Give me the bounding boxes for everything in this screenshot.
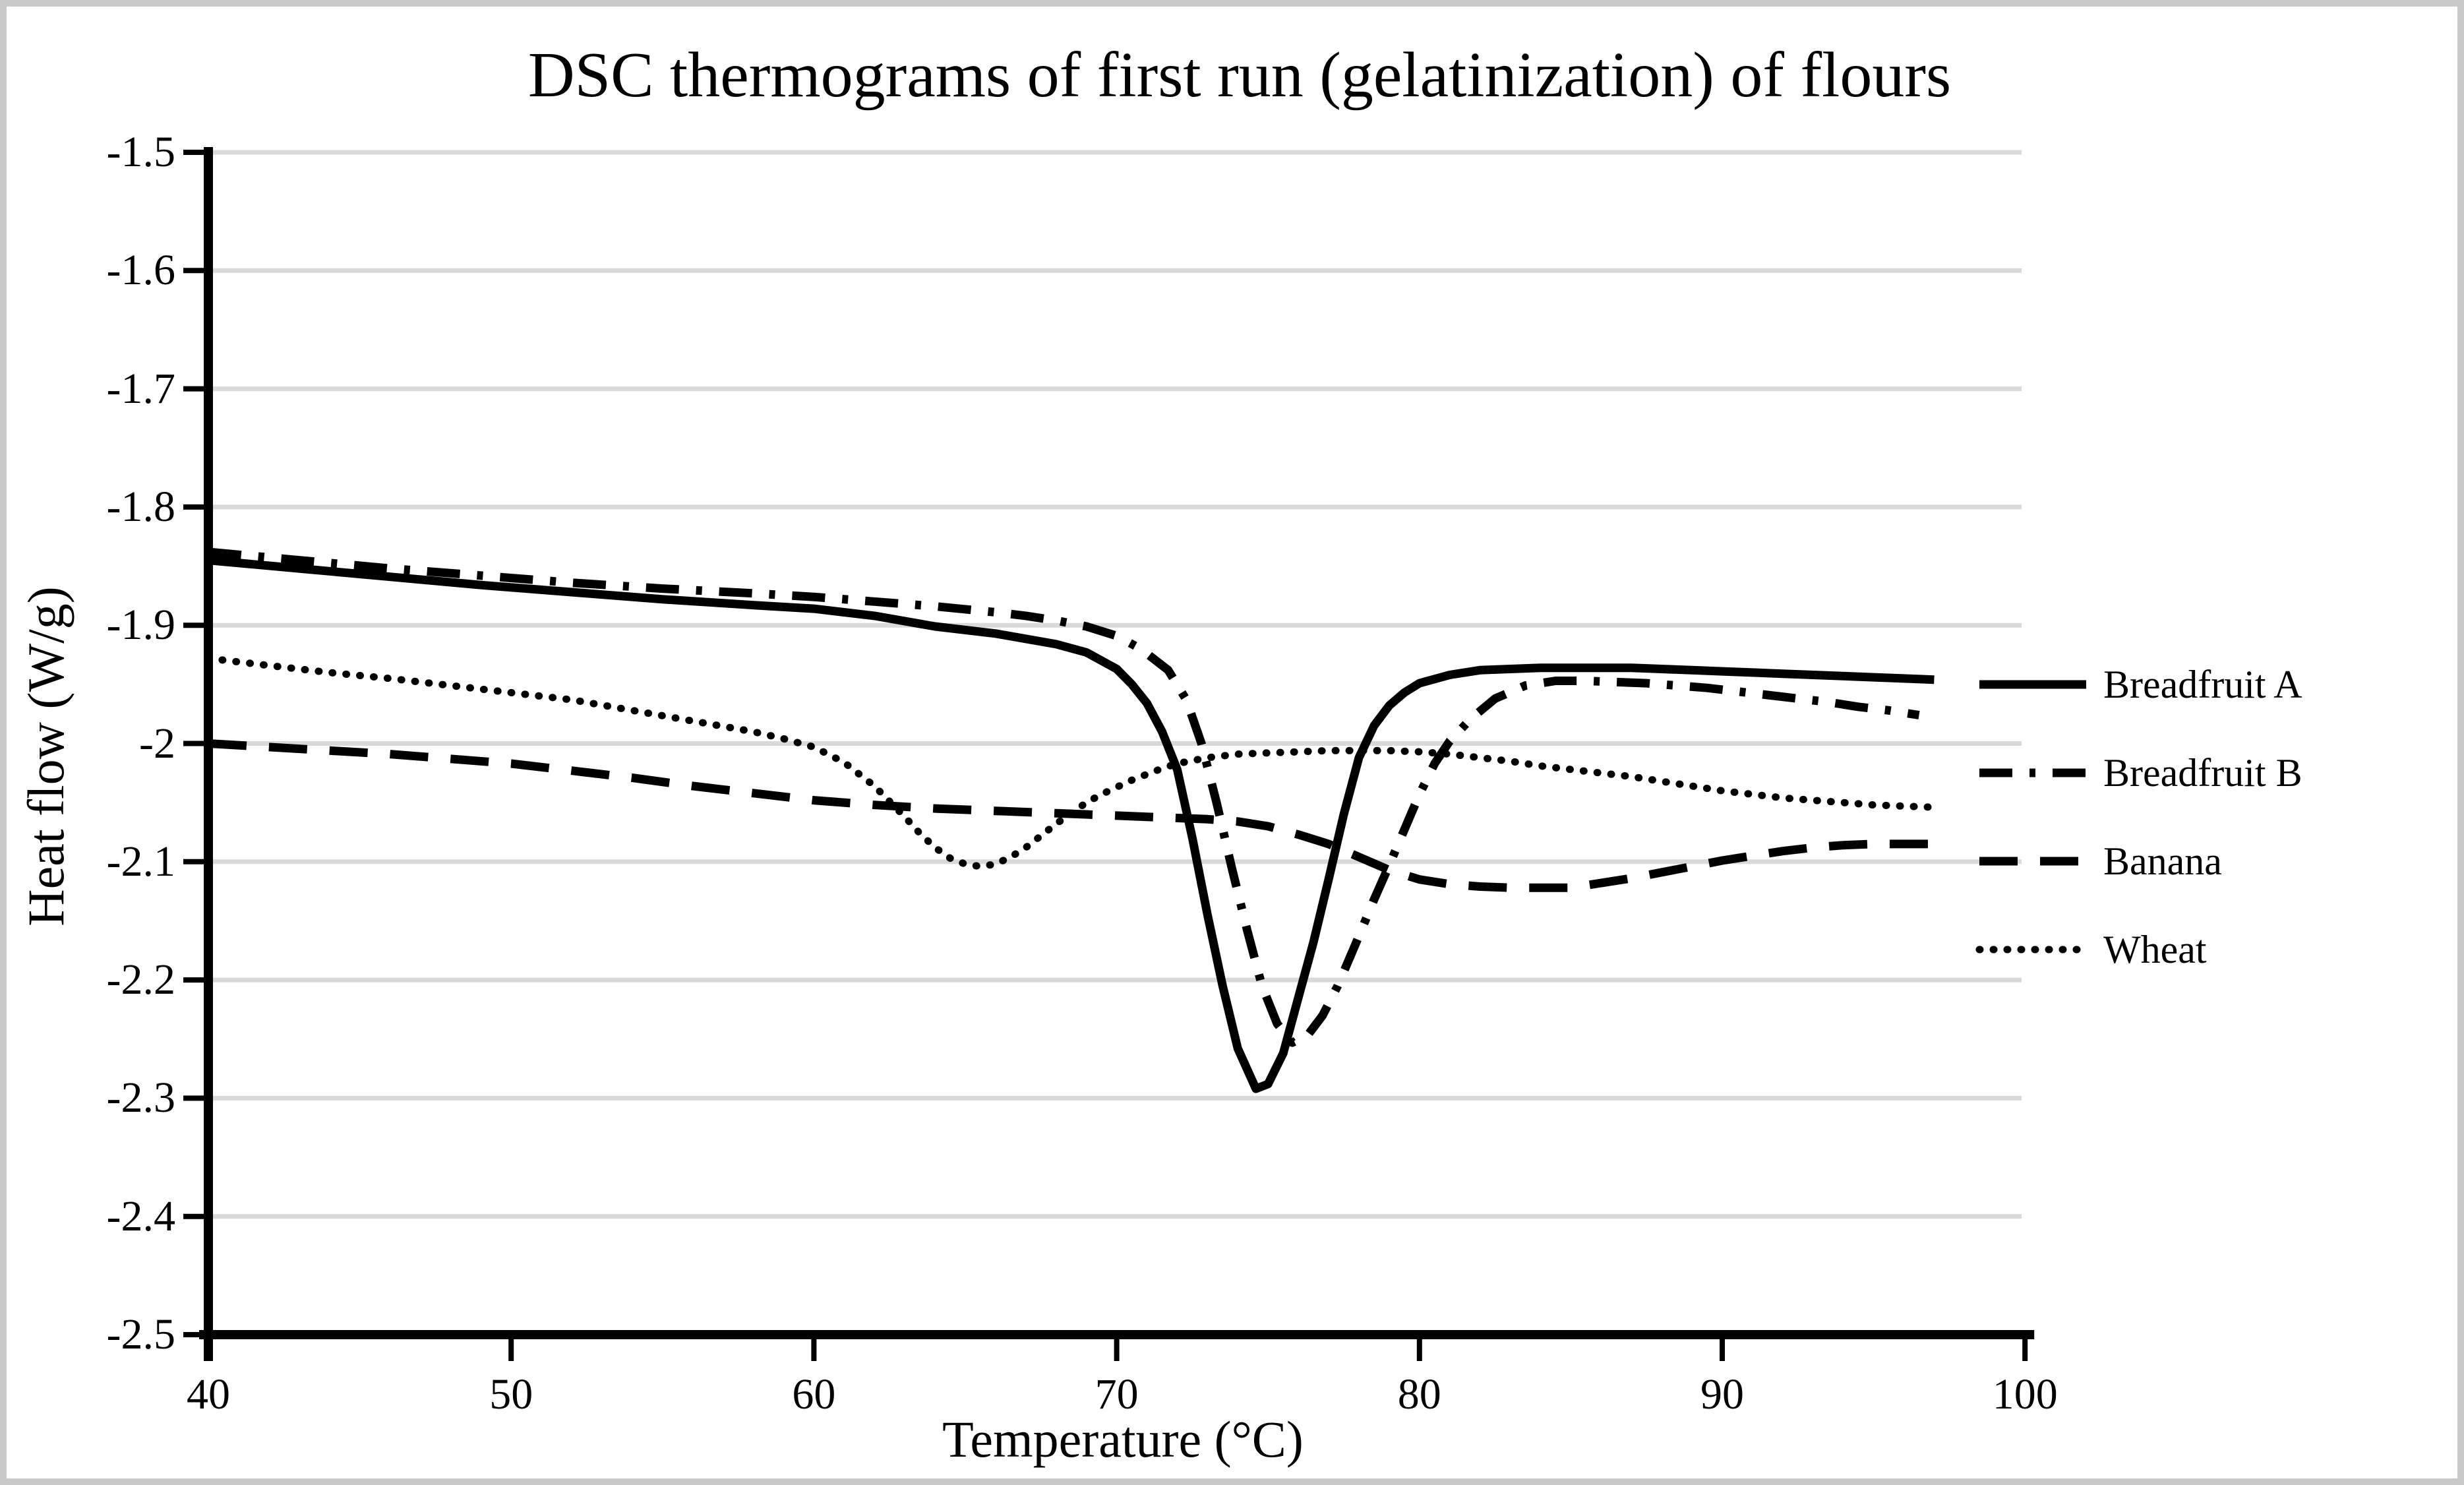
legend-key-line bbox=[1979, 680, 2086, 689]
series-line-wheat bbox=[204, 654, 1938, 870]
y-tick-label: -2.5 bbox=[106, 1310, 175, 1358]
plot-area bbox=[183, 147, 2035, 1361]
series-line-breadfruit-b bbox=[208, 547, 1920, 1047]
y-tick-label: -1.9 bbox=[106, 601, 175, 650]
y-tick-label: -2.3 bbox=[106, 1074, 175, 1122]
legend-label: Breadfruit A bbox=[2103, 663, 2302, 706]
x-tick-label: 60 bbox=[792, 1370, 836, 1418]
x-tick-label: 50 bbox=[489, 1370, 533, 1418]
y-tick-label: -2.1 bbox=[106, 837, 175, 886]
y-tick-label: -2.4 bbox=[106, 1192, 175, 1240]
legend-key-line bbox=[1975, 946, 2090, 954]
legend-label: Breadfruit B bbox=[2103, 751, 2302, 795]
x-tick-label: 100 bbox=[1992, 1370, 2058, 1418]
y-tick-label: -1.6 bbox=[106, 246, 175, 295]
y-tick-label: -2.2 bbox=[106, 955, 175, 1004]
series-line-breadfruit-a bbox=[208, 556, 1935, 1093]
legend-label: Wheat bbox=[2103, 928, 2207, 971]
x-axis-label: Temperature (°C) bbox=[942, 1410, 1304, 1468]
y-tick-label: -1.8 bbox=[106, 482, 175, 531]
y-tick-label: -1.7 bbox=[106, 364, 175, 413]
legend-label: Banana bbox=[2103, 839, 2222, 883]
x-tick-label: 90 bbox=[1700, 1370, 1744, 1418]
legend-key-line bbox=[1979, 768, 2086, 777]
y-tick-label: -2 bbox=[139, 719, 175, 768]
x-tick-label: 40 bbox=[187, 1370, 230, 1418]
legend-key-line bbox=[1979, 857, 2086, 866]
chart-title: DSC thermograms of first run (gelatiniza… bbox=[527, 40, 1952, 111]
y-tick-label: -1.5 bbox=[106, 128, 175, 176]
x-tick-label: 80 bbox=[1397, 1370, 1441, 1418]
x-tick-label: 70 bbox=[1095, 1370, 1139, 1418]
series-line-banana bbox=[208, 739, 1935, 892]
